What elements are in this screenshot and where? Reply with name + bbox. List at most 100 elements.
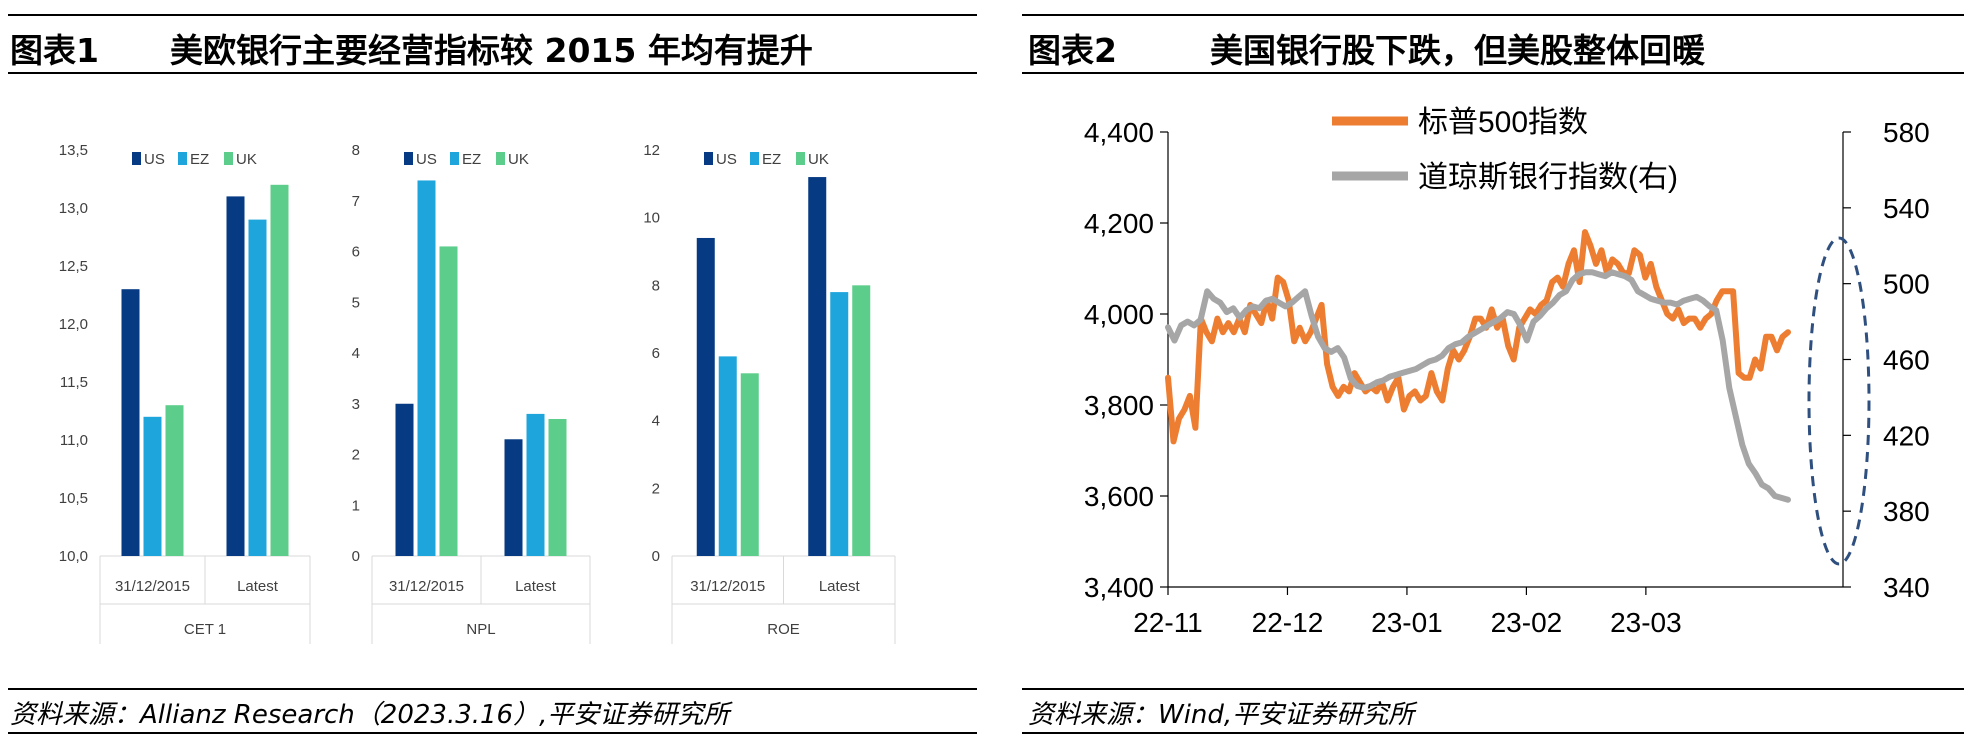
right-tick-label: 580 xyxy=(1883,117,1930,148)
right-tick-label: 500 xyxy=(1883,269,1930,300)
bar-EZ xyxy=(526,413,545,556)
right-top-rule xyxy=(1022,14,1964,16)
y-tick-label: 7 xyxy=(352,193,360,210)
legend-label: UK xyxy=(508,151,529,168)
legend-swatch xyxy=(704,152,713,165)
bar-US xyxy=(696,237,715,556)
left-title-text: 美欧银行主要经营指标较 2015 年均有提升 xyxy=(170,31,813,70)
x-tick-label: 31/12/2015 xyxy=(115,578,190,595)
y-tick-label: 10 xyxy=(643,210,660,227)
bar-EZ xyxy=(143,416,162,556)
bar-EZ xyxy=(248,219,267,556)
bar-UK xyxy=(852,285,871,556)
legend-label: US xyxy=(716,151,737,168)
legend-label: US xyxy=(144,151,165,168)
bar-US xyxy=(504,439,523,556)
legend-label: US xyxy=(416,151,437,168)
bar-EZ xyxy=(417,180,436,556)
legend-label: EZ xyxy=(190,151,209,168)
legend-swatch xyxy=(178,152,187,165)
right-title-text: 美国银行股下跌，但美股整体回暖 xyxy=(1210,31,1705,70)
right-tick-label: 380 xyxy=(1883,496,1930,527)
y-tick-label: 12 xyxy=(643,142,660,159)
left-tick-label: 4,200 xyxy=(1084,208,1154,239)
subchart-title: ROE xyxy=(767,621,800,638)
x-tick-label: 23-02 xyxy=(1491,607,1563,638)
x-tick-label: 22-12 xyxy=(1252,607,1324,638)
bar-UK xyxy=(548,418,567,556)
y-tick-label: 0 xyxy=(352,548,360,565)
y-tick-label: 4 xyxy=(352,345,360,362)
legend-swatch xyxy=(796,152,805,165)
highlight-ellipse xyxy=(1807,236,1871,566)
left-source-rule-bottom xyxy=(8,732,977,734)
legend-label: UK xyxy=(236,151,257,168)
x-tick-label: 22-11 xyxy=(1133,607,1203,638)
left-tick-label: 4,000 xyxy=(1084,299,1154,330)
y-tick-label: 11,5 xyxy=(60,374,88,391)
bar-UK xyxy=(270,184,289,557)
right-tick-label: 420 xyxy=(1883,420,1930,451)
y-tick-label: 2 xyxy=(352,447,360,464)
left-tick-label: 3,600 xyxy=(1084,481,1154,512)
x-tick-label: 31/12/2015 xyxy=(389,578,464,595)
left-source-rule-top xyxy=(8,688,977,690)
right-title-num: 图表2 xyxy=(1028,31,1117,70)
y-tick-label: 13,0 xyxy=(59,200,88,217)
legend-label: EZ xyxy=(762,151,781,168)
legend-label: EZ xyxy=(462,151,481,168)
y-tick-label: 8 xyxy=(652,277,660,294)
legend-label: UK xyxy=(808,151,829,168)
y-tick-label: 0 xyxy=(652,548,660,565)
left-tick-label: 3,400 xyxy=(1084,572,1154,603)
left-tick-label: 3,800 xyxy=(1084,390,1154,421)
x-tick-label: 23-01 xyxy=(1371,607,1443,638)
subchart-title: NPL xyxy=(466,621,495,638)
bar-US xyxy=(121,289,140,556)
legend-swatch xyxy=(750,152,759,165)
left-top-rule xyxy=(8,14,977,16)
right-tick-label: 540 xyxy=(1883,193,1930,224)
y-tick-label: 5 xyxy=(352,294,360,311)
y-tick-label: 10,0 xyxy=(59,548,88,565)
y-tick-label: 11,0 xyxy=(60,432,88,449)
series-line-djbank xyxy=(1165,269,1791,503)
y-tick-label: 12,5 xyxy=(59,258,88,275)
y-tick-label: 1 xyxy=(352,497,360,514)
legend-swatch xyxy=(224,152,233,165)
y-tick-label: 6 xyxy=(652,345,660,362)
right-tick-label: 340 xyxy=(1883,572,1930,603)
bar-US xyxy=(226,196,245,556)
bar-EZ xyxy=(830,292,849,556)
right-source: 资料来源：Wind,平安证券研究所 xyxy=(1028,700,1415,730)
legend-swatch xyxy=(132,152,141,165)
legend-swatch xyxy=(404,152,413,165)
y-tick-label: 2 xyxy=(652,480,660,497)
bar-UK xyxy=(439,246,458,557)
y-tick-label: 12,0 xyxy=(59,316,88,333)
legend-swatch xyxy=(450,152,459,165)
legend-swatch xyxy=(496,152,505,165)
x-tick-label: 23-03 xyxy=(1610,607,1682,638)
y-tick-label: 10,5 xyxy=(59,490,88,507)
y-tick-label: 3 xyxy=(352,396,360,413)
left-tick-label: 4,400 xyxy=(1084,117,1154,148)
right-tick-label: 460 xyxy=(1883,345,1930,376)
right-source-rule-top xyxy=(1022,688,1964,690)
x-tick-label: Latest xyxy=(237,578,279,595)
y-tick-label: 6 xyxy=(352,244,360,261)
y-tick-label: 13,5 xyxy=(59,142,88,159)
bar-UK xyxy=(740,373,759,556)
bar-EZ xyxy=(718,356,737,556)
bar-US xyxy=(395,403,414,556)
right-title-rule xyxy=(1022,72,1964,74)
bar-UK xyxy=(165,405,184,556)
left-title-rule xyxy=(8,72,977,74)
x-tick-label: Latest xyxy=(819,578,861,595)
right-source-rule-bottom xyxy=(1022,732,1964,734)
y-tick-label: 4 xyxy=(652,413,660,430)
bar-US xyxy=(808,177,827,557)
x-tick-label: 31/12/2015 xyxy=(690,578,765,595)
